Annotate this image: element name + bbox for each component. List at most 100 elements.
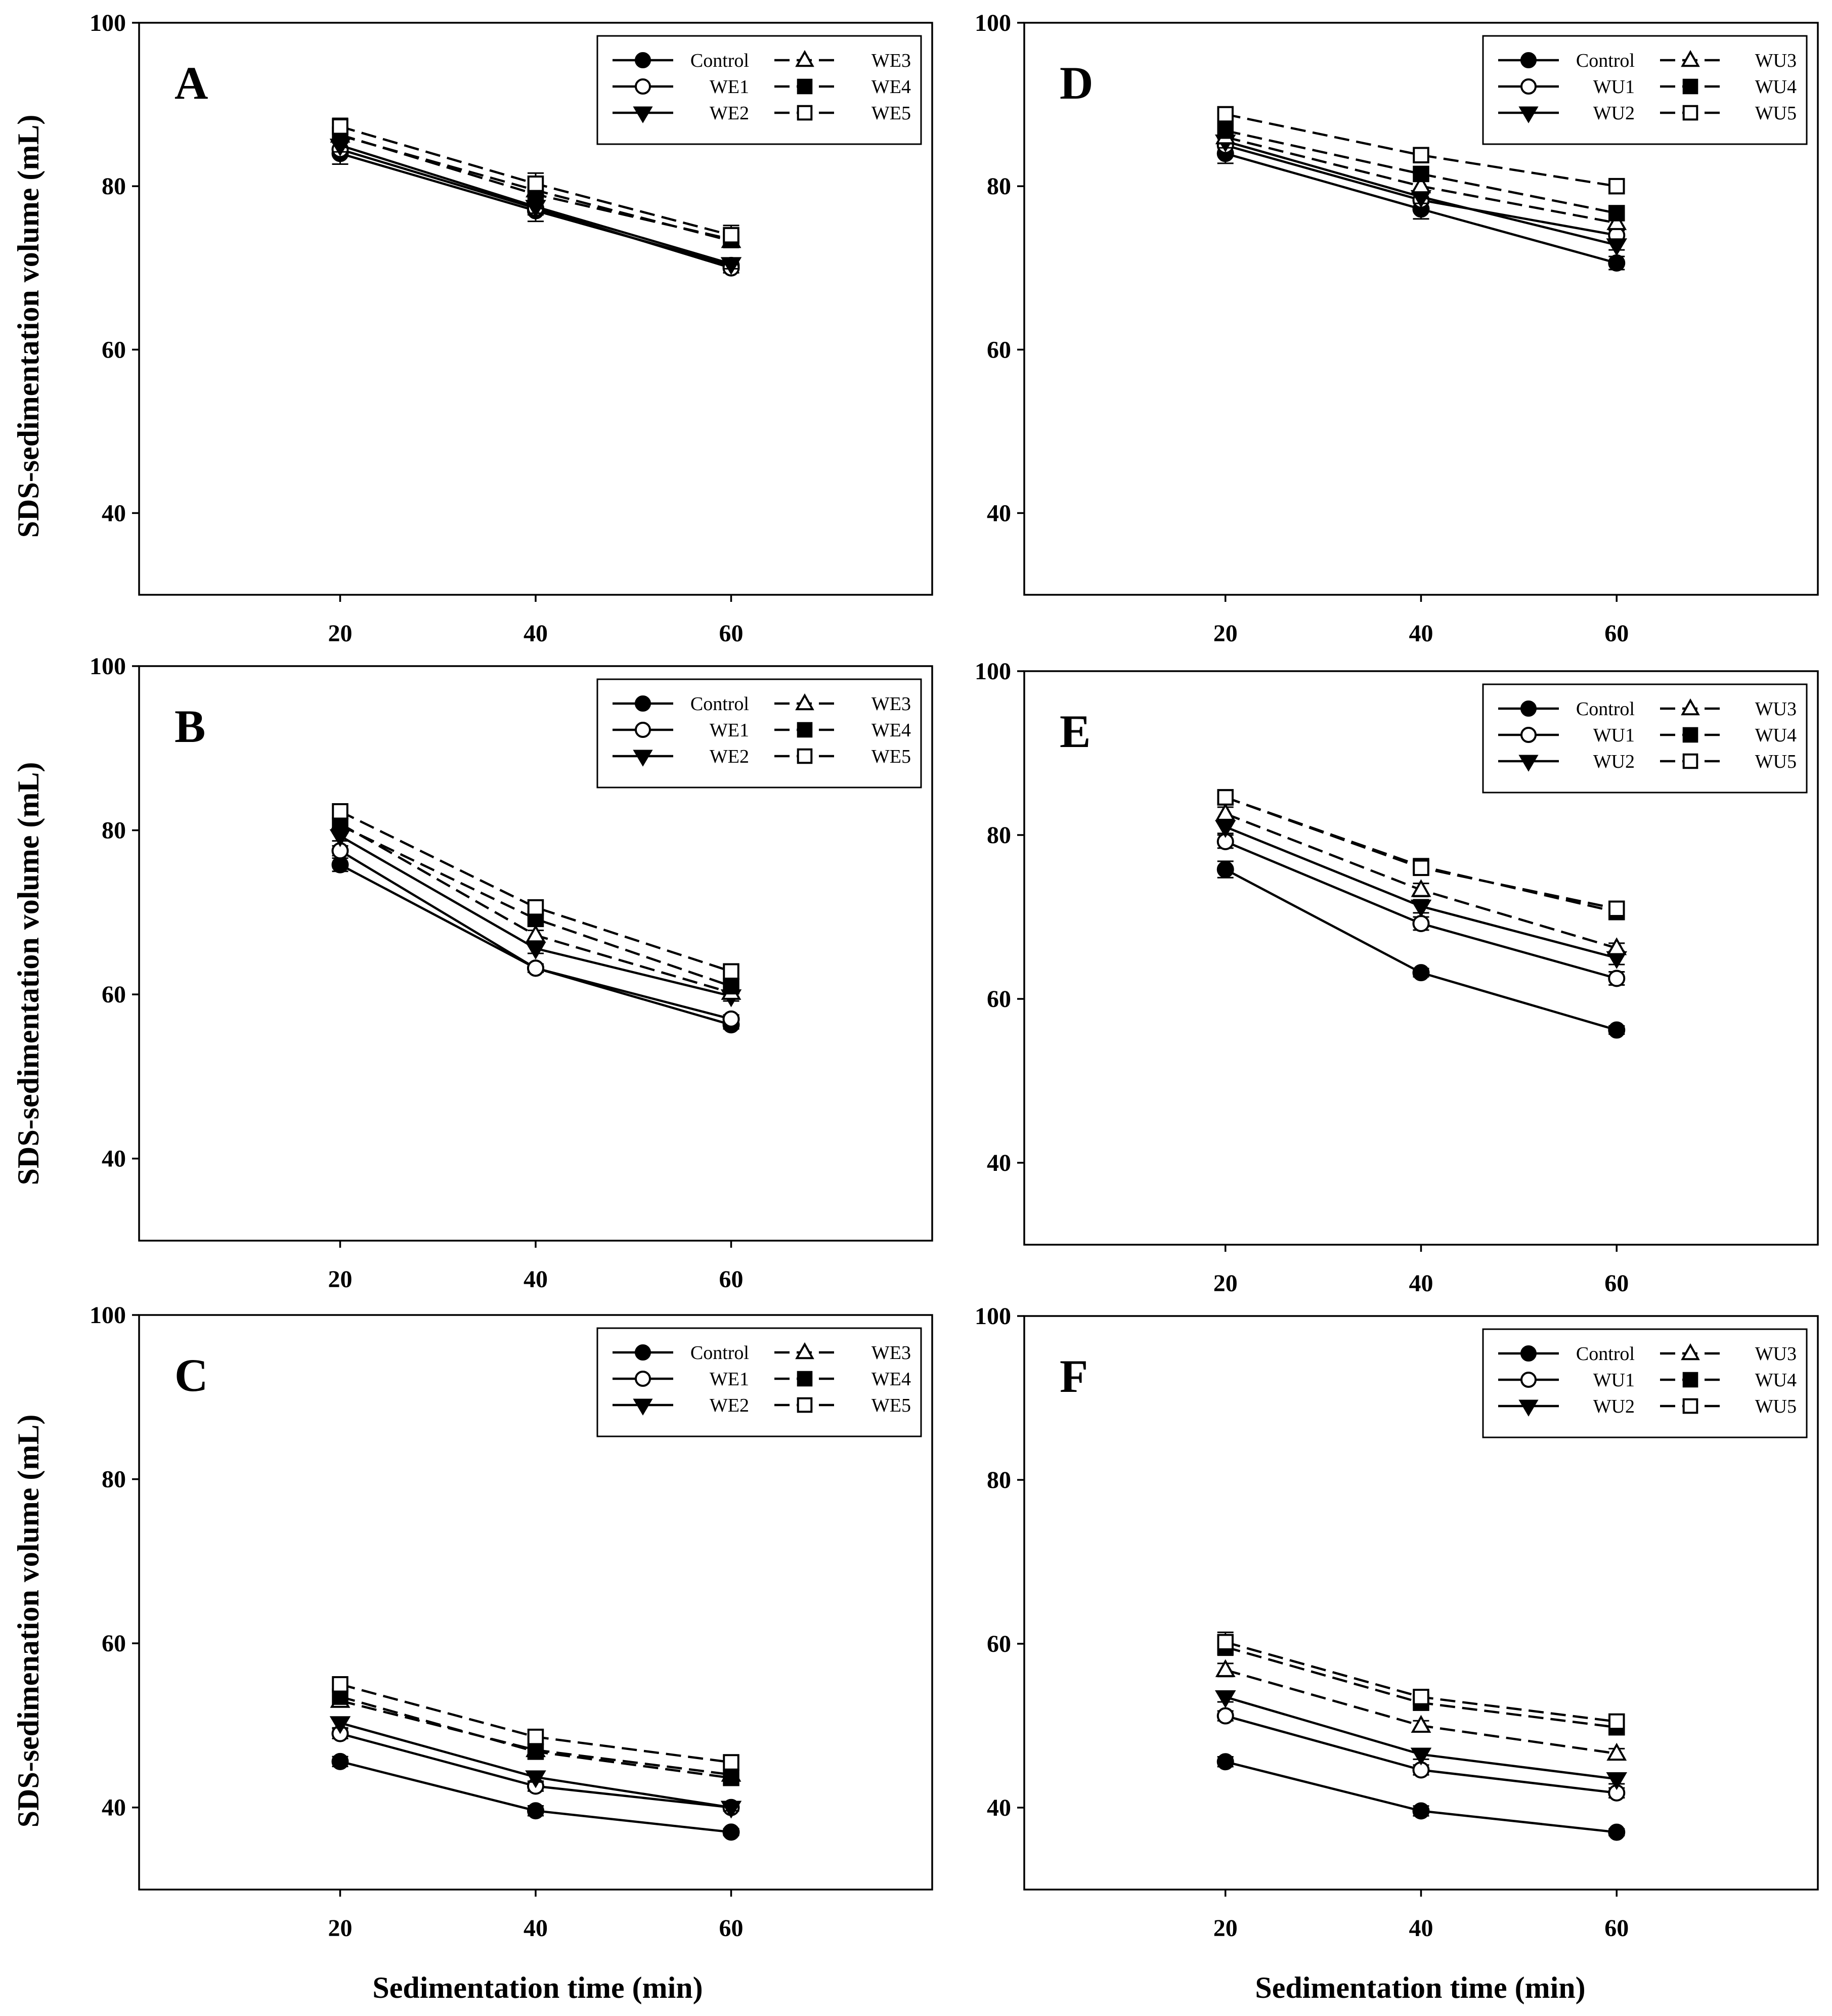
- legend-marker-f-wu1: [1520, 1372, 1537, 1388]
- legend-marker-a-we1: [635, 78, 651, 95]
- y-tick-label-e-100: 100: [975, 658, 1011, 685]
- data-point-c-we5-60: [723, 1754, 739, 1771]
- legend-box-d: [1482, 35, 1808, 145]
- legend-label-e-wu2: WU2: [1593, 751, 1635, 772]
- legend-marker-a-we3: [795, 50, 814, 67]
- legend-label-b-we4: WE4: [871, 720, 911, 741]
- x-tick-label-a-20: 20: [328, 620, 352, 647]
- legend-label-e-wu1: WU1: [1593, 725, 1635, 746]
- legend-e: Control WU1 WU2 WU3 WU4 WU5: [1482, 683, 1808, 794]
- legend-label-b-we1: WE1: [710, 720, 749, 741]
- legend-label-d-wu2: WU2: [1593, 103, 1635, 124]
- data-point-b-we4-60: [723, 978, 739, 995]
- data-point-f-control-60: [1608, 1823, 1626, 1841]
- legend-c: Control WE1 WE2 WE3 WE4 WE5: [596, 1327, 922, 1437]
- legend-label-d-wu5: WU5: [1755, 103, 1797, 124]
- legend-label-c-we4: WE4: [871, 1369, 911, 1390]
- panel-letter-e: E: [1060, 706, 1091, 757]
- data-point-d-control-60: [1608, 254, 1626, 272]
- legend-label-b-control: Control: [690, 693, 749, 715]
- data-point-f-wu5-60: [1608, 1713, 1625, 1730]
- legend-label-f-wu4: WU4: [1755, 1370, 1797, 1391]
- legend-marker-c-we2: [633, 1398, 653, 1416]
- x-axis-title-left: Sedimentation time (min): [372, 1971, 703, 2004]
- legend-marker-e-wu5: [1682, 753, 1698, 769]
- data-point-c-control-40: [527, 1802, 544, 1820]
- panel-c: 40 60 80 100 20 40 60 C Control WE1 WE2 WE3 WE4 WE5: [90, 1302, 933, 1942]
- data-point-d-wu4-40: [1413, 165, 1429, 183]
- legend-marker-b-we2: [633, 750, 653, 767]
- data-point-e-wu5-20: [1217, 789, 1234, 806]
- legend-box-b: [596, 678, 922, 788]
- y-tick-label-e-60: 60: [987, 986, 1011, 1013]
- y-tick-label-f-40: 40: [987, 1794, 1011, 1821]
- data-point-b-control-20: [331, 856, 349, 873]
- data-point-b-we5-40: [527, 899, 544, 916]
- series-e-control: [1216, 860, 1626, 1039]
- data-point-f-wu2-60: [1606, 1772, 1628, 1790]
- series-f-control: [1216, 1753, 1626, 1841]
- x-tick-label-b-40: 40: [524, 1266, 548, 1293]
- legend-box-e: [1482, 683, 1808, 794]
- legend-b: Control WE1 WE2 WE3 WE4 WE5: [596, 678, 922, 788]
- legend-marker-e-wu2: [1518, 755, 1539, 772]
- legend-box-a: [596, 35, 922, 145]
- legend-label-f-wu3: WU3: [1755, 1343, 1797, 1365]
- x-tick-label-e-60: 60: [1604, 1270, 1629, 1297]
- legend-label-e-wu3: WU3: [1755, 698, 1797, 720]
- x-tick-label-d-20: 20: [1213, 620, 1238, 647]
- legend-label-f-wu2: WU2: [1593, 1396, 1635, 1417]
- legend-marker-a-we5: [797, 105, 813, 121]
- legend-label-e-wu5: WU5: [1755, 751, 1797, 772]
- panel-f: 40 60 80 100 20 40 60 F Control WU1 WU2 WU3 WU4 WU5: [975, 1303, 1819, 1942]
- series-f-wu2: [1214, 1690, 1628, 1790]
- data-point-d-wu3-40: [1411, 175, 1431, 194]
- legend-marker-b-we3: [795, 693, 814, 711]
- y-tick-label-d-40: 40: [987, 500, 1011, 527]
- data-point-e-wu5-40: [1413, 859, 1429, 876]
- y-tick-label-a-80: 80: [102, 173, 126, 200]
- data-point-b-we5-60: [723, 963, 739, 980]
- series-b-we1: [331, 842, 740, 1028]
- legend-marker-e-wu1: [1520, 727, 1537, 743]
- x-tick-label-a-40: 40: [524, 620, 548, 647]
- legend-label-c-we1: WE1: [710, 1369, 749, 1390]
- x-tick-label-f-40: 40: [1409, 1915, 1433, 1942]
- x-tick-label-b-60: 60: [719, 1266, 744, 1293]
- series-d-wu5: [1217, 106, 1625, 195]
- y-tick-label-c-80: 80: [102, 1466, 126, 1493]
- legend-marker-b-control: [635, 695, 651, 712]
- data-point-f-wu2-20: [1214, 1690, 1236, 1708]
- legend-marker-a-we2: [633, 106, 653, 123]
- series-f-wu3: [1215, 1659, 1627, 1761]
- legend-marker-e-control: [1520, 700, 1537, 717]
- data-point-d-wu4-20: [1217, 122, 1234, 139]
- legend-label-d-wu1: WU1: [1593, 76, 1635, 98]
- panel-e: 40 60 80 100 20 40 60 E Control WU1 WU2 WU3 WU4 WU5: [975, 658, 1819, 1297]
- x-axis-title-right: Sedimentation time (min): [1255, 1971, 1585, 2004]
- series-e-wu1: [1216, 832, 1626, 987]
- legend-label-e-wu4: WU4: [1755, 725, 1797, 746]
- data-point-c-we4-40: [527, 1743, 544, 1760]
- y-tick-label-c-40: 40: [102, 1794, 126, 1821]
- legend-marker-b-we4: [797, 722, 813, 738]
- data-point-a-we5-40: [527, 176, 544, 192]
- legend-marker-e-wu4: [1682, 727, 1698, 743]
- legend-label-a-we4: WE4: [871, 76, 911, 98]
- legend-marker-f-wu2: [1518, 1399, 1539, 1417]
- data-point-e-wu1-60: [1608, 970, 1626, 987]
- data-point-c-we5-40: [527, 1728, 544, 1745]
- data-point-e-control-60: [1608, 1021, 1626, 1039]
- y-tick-label-d-100: 100: [975, 10, 1011, 36]
- legend-marker-d-control: [1520, 52, 1537, 68]
- legend-label-e-control: Control: [1576, 698, 1635, 720]
- legend-marker-f-control: [1520, 1345, 1537, 1362]
- data-point-d-wu3-60: [1606, 212, 1627, 230]
- y-tick-label-f-80: 80: [987, 1467, 1011, 1494]
- legend-marker-e-wu3: [1681, 698, 1700, 716]
- data-point-d-wu5-60: [1608, 178, 1625, 195]
- x-tick-label-b-20: 20: [328, 1266, 352, 1293]
- legend-f: Control WU1 WU2 WU3 WU4 WU5: [1482, 1328, 1808, 1438]
- legend-label-f-wu1: WU1: [1593, 1370, 1635, 1391]
